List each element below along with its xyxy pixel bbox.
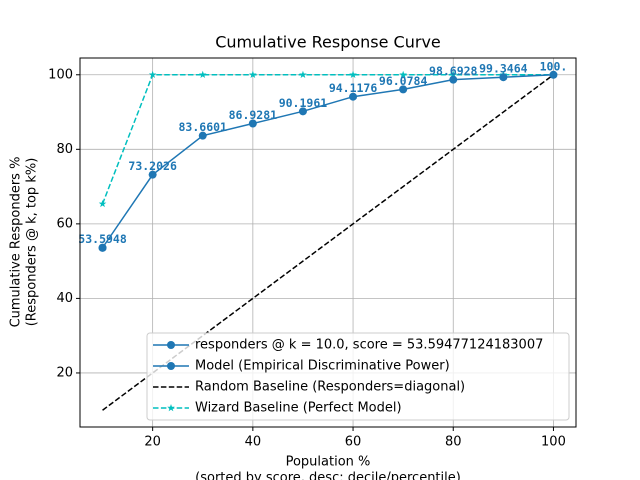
data-label: 83.6601 xyxy=(179,120,228,134)
point xyxy=(499,73,508,82)
point xyxy=(148,170,157,179)
x-tick-label: 60 xyxy=(345,435,362,450)
y-tick-label: 20 xyxy=(56,365,73,380)
point xyxy=(148,70,157,79)
x-tick-label: 100 xyxy=(541,435,566,450)
y-axis-label: (Responders @ k, top k%) xyxy=(25,158,40,327)
point xyxy=(349,70,357,79)
point xyxy=(549,70,558,79)
plot-frame xyxy=(79,57,577,428)
point xyxy=(349,92,358,101)
legend-marker xyxy=(167,362,175,370)
data-label: 94.1176 xyxy=(329,81,378,95)
point xyxy=(198,70,207,79)
y-tick-label: 40 xyxy=(56,291,73,306)
y-tick-label: 100 xyxy=(48,67,73,82)
legend-marker xyxy=(167,341,175,349)
legend-label: Random Baseline (Responders=diagonal) xyxy=(195,380,465,395)
data-label: 96.0784 xyxy=(379,74,428,88)
legend-marker xyxy=(167,404,175,412)
data-label: 86.9281 xyxy=(229,108,278,122)
legend-box xyxy=(146,332,570,421)
line xyxy=(102,74,554,411)
point xyxy=(198,131,207,140)
legend-label: Model (Empirical Discriminative Power) xyxy=(195,359,450,374)
y-tick-label: 60 xyxy=(56,216,73,231)
x-axis-label: (sorted by score, desc: decile/percentil… xyxy=(195,471,461,480)
data-label: 53.5948 xyxy=(78,232,127,246)
x-tick-label: 40 xyxy=(245,435,262,450)
legend-label: Wizard Baseline (Perfect Model) xyxy=(195,401,402,416)
line xyxy=(101,74,554,249)
y-tick-label: 80 xyxy=(56,142,73,157)
data-label: 90.1961 xyxy=(279,96,328,110)
point xyxy=(449,70,458,79)
point xyxy=(98,243,107,252)
y-axis-label: Cumulative Responders % xyxy=(9,157,24,328)
point xyxy=(399,85,408,94)
legend-label: responders @ k = 10.0, score = 53.594771… xyxy=(195,338,543,353)
point xyxy=(299,70,307,79)
data-label: 73.2026 xyxy=(128,159,177,173)
legend: responders @ k = 10.0, score = 53.594771… xyxy=(146,332,570,421)
x-axis-label: Population % xyxy=(286,455,371,470)
data-label: 99.3464 xyxy=(479,62,528,76)
data-label: 100. xyxy=(540,59,568,73)
point xyxy=(249,70,257,79)
x-tick-label: 20 xyxy=(144,435,161,450)
point xyxy=(399,70,407,79)
point xyxy=(248,119,257,128)
x-tick-label: 80 xyxy=(445,435,462,450)
data-label: 98.6928 xyxy=(429,64,478,78)
point xyxy=(298,107,307,116)
point xyxy=(449,75,458,84)
chart-title: Cumulative Response Curve xyxy=(215,33,441,52)
point xyxy=(98,199,107,208)
